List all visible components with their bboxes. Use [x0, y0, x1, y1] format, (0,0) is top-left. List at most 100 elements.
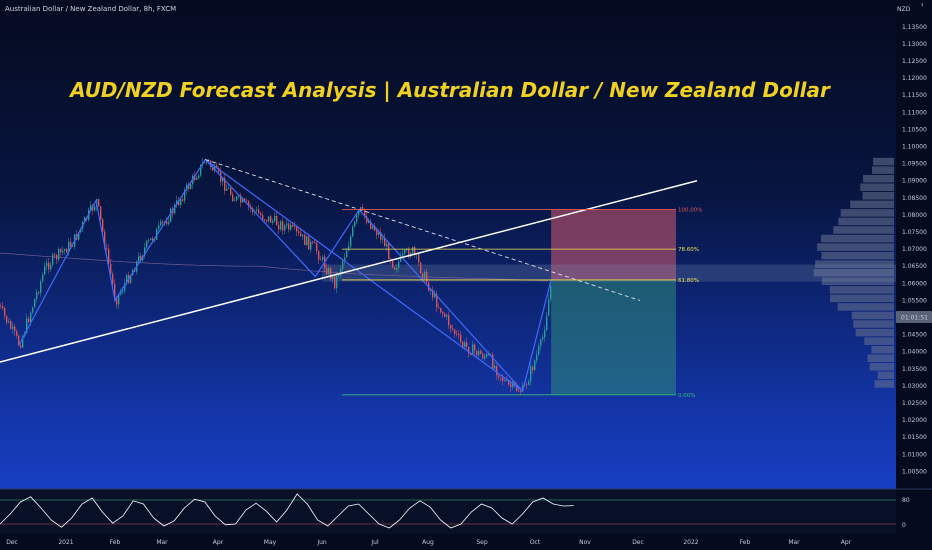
candle-body — [466, 342, 468, 347]
time-tick: Dec — [632, 539, 644, 546]
time-tick: 2021 — [58, 539, 73, 546]
candle-body — [382, 238, 384, 240]
candle-body — [8, 321, 10, 323]
candle-body — [366, 216, 368, 223]
candle-body — [256, 209, 258, 211]
candle-body — [258, 209, 260, 214]
volume-bar — [860, 183, 894, 191]
candle-body — [152, 238, 154, 241]
candle-body — [420, 262, 422, 274]
candle-body — [104, 231, 106, 248]
candle-body — [122, 290, 124, 292]
candle-body — [336, 276, 338, 289]
candle-body — [474, 344, 476, 351]
price-tick: 1.06000 — [902, 280, 927, 287]
fib-level-label: 78.60% — [678, 247, 699, 253]
candle-body — [334, 276, 336, 289]
candle-body — [224, 178, 226, 191]
candle-body — [296, 226, 298, 232]
time-tick: Jul — [370, 539, 379, 546]
candle-body — [528, 381, 530, 385]
candle-body — [380, 232, 382, 240]
price-axis-panel[interactable] — [896, 0, 932, 550]
candle-body — [228, 188, 230, 189]
symbol-label: Australian Dollar / New Zealand Dollar, … — [5, 5, 176, 13]
candle-body — [432, 290, 434, 298]
candle-body — [188, 184, 190, 189]
candle-body — [36, 292, 38, 299]
candle-body — [476, 350, 478, 356]
candle-body — [456, 333, 458, 335]
candle-body — [520, 391, 522, 393]
candle-body — [452, 328, 454, 330]
candle-body — [180, 199, 182, 205]
candle-body — [120, 291, 122, 295]
time-tick: Aug — [422, 539, 434, 546]
candle-body — [84, 217, 86, 222]
candle-body — [470, 353, 472, 355]
time-axis: Dec 2021 Feb Mar Apr May Jun Jul Aug Sep Oct Nov Dec… — [6, 539, 852, 546]
fib-level-label: 61.80% — [678, 278, 699, 284]
time-tick: Apr — [213, 539, 224, 546]
candle-body — [114, 283, 116, 299]
volume-bar — [871, 345, 894, 354]
time-axis-panel[interactable] — [0, 534, 932, 550]
time-tick: May — [264, 539, 277, 546]
candle-body — [78, 232, 80, 240]
price-tick: 1.01500 — [902, 434, 927, 441]
candle-body — [146, 240, 148, 248]
candle-body — [386, 243, 388, 247]
candle-body — [174, 204, 176, 214]
candle-body — [194, 175, 196, 180]
candle-body — [244, 198, 246, 201]
candle-body — [144, 247, 146, 256]
candle-body — [34, 298, 36, 308]
candle-body — [16, 331, 18, 336]
candle-body — [6, 315, 8, 323]
candle-body — [200, 164, 202, 176]
candle-body — [500, 377, 502, 379]
candle-body — [94, 206, 96, 211]
candle-body — [40, 281, 42, 293]
candle-body — [430, 290, 432, 291]
candle-body — [112, 273, 114, 284]
candle-body — [110, 263, 112, 274]
candle-body — [546, 315, 548, 331]
candle-body — [284, 225, 286, 231]
zigzag-pattern — [18, 158, 552, 393]
candle-body — [138, 255, 140, 262]
candle-body — [62, 250, 64, 253]
volume-profile — [813, 157, 894, 388]
candle-body — [484, 356, 486, 359]
volume-bar — [850, 200, 894, 209]
candle-body — [422, 273, 424, 279]
volume-bar — [813, 268, 894, 277]
time-tick: 2022 — [683, 539, 698, 546]
fib-level-label: 0.00% — [678, 393, 695, 399]
candle-body — [396, 268, 398, 270]
candle-body — [308, 236, 310, 250]
candle-body — [458, 333, 460, 335]
candle-body — [330, 268, 332, 280]
candle-body — [436, 293, 438, 308]
candle-body — [468, 346, 470, 354]
candle-body — [242, 198, 244, 203]
price-tick: 1.03500 — [902, 366, 927, 373]
time-tick: Feb — [110, 539, 121, 546]
candle-body — [402, 253, 404, 256]
candle-body — [350, 236, 352, 247]
candle-body — [496, 366, 498, 376]
candle-body — [12, 326, 14, 329]
candle-body — [314, 242, 316, 244]
candle-body — [338, 275, 340, 277]
fib-level-label: 100.00% — [678, 207, 702, 213]
falling-trendline — [205, 159, 641, 301]
volume-bar — [864, 337, 894, 345]
axis-menu-icon[interactable]: ³ — [921, 3, 924, 10]
candle-body — [280, 221, 282, 230]
candle-body — [388, 243, 390, 259]
moving-average-line — [0, 252, 549, 282]
oscillator-pane[interactable] — [0, 489, 896, 534]
